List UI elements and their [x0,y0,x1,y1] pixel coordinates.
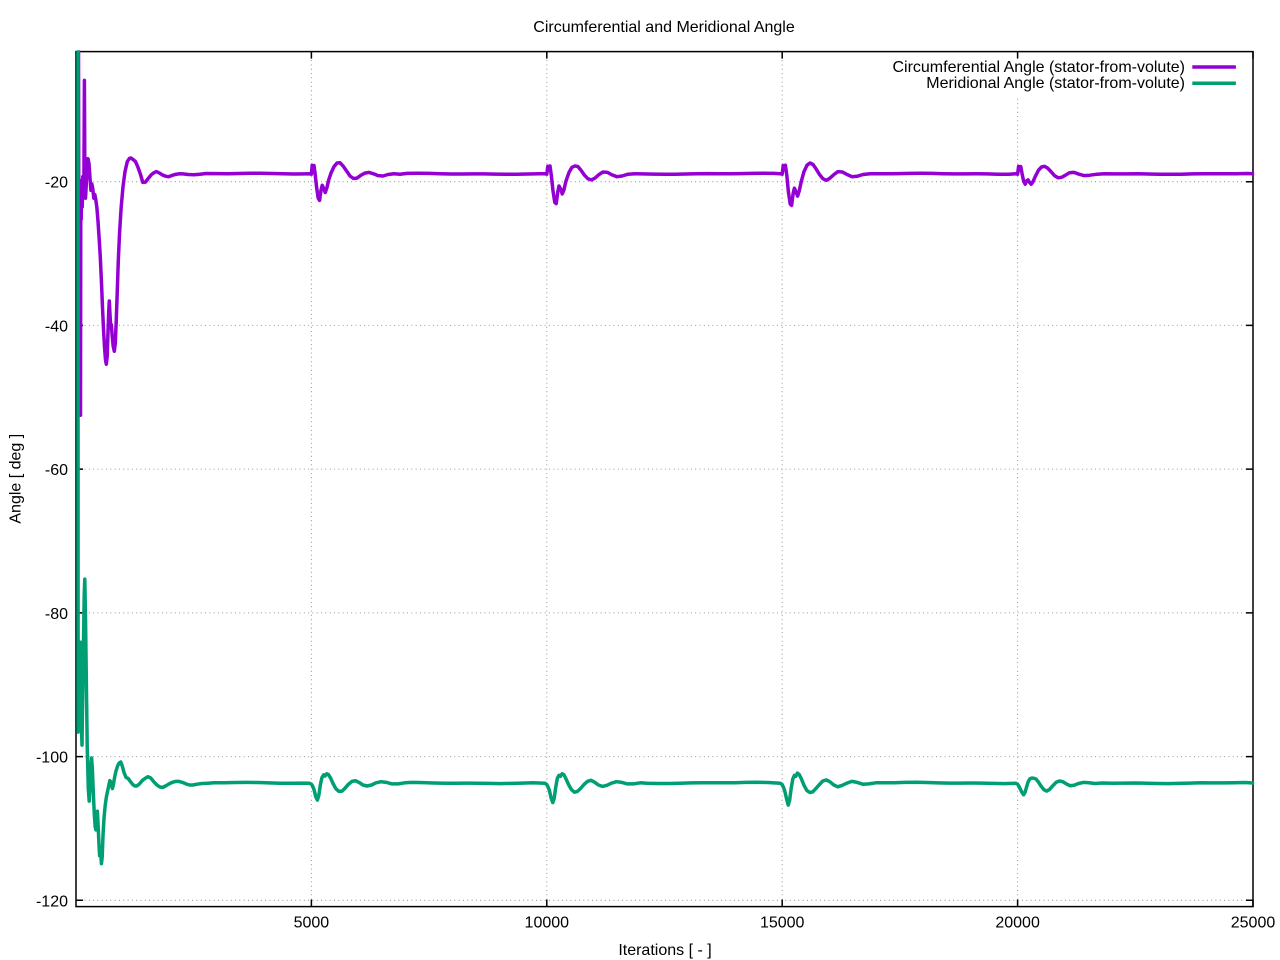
svg-text:25000: 25000 [1231,915,1276,932]
svg-text:-60: -60 [45,462,68,479]
svg-text:5000: 5000 [294,915,330,932]
svg-text:Circumferential Angle (stator-: Circumferential Angle (stator-from-volut… [892,59,1185,76]
svg-text:-40: -40 [45,318,68,335]
svg-text:-100: -100 [36,750,68,767]
svg-text:-80: -80 [45,606,68,623]
svg-text:10000: 10000 [525,915,570,932]
svg-text:20000: 20000 [995,915,1040,932]
svg-text:Angle [ deg ]: Angle [ deg ] [8,434,25,524]
svg-text:15000: 15000 [760,915,805,932]
svg-text:Circumferential and Meridional: Circumferential and Meridional Angle [533,19,795,36]
svg-text:-120: -120 [36,893,68,910]
svg-text:Meridional Angle (stator-from-: Meridional Angle (stator-from-volute) [926,75,1185,92]
svg-text:Iterations [ - ]: Iterations [ - ] [618,942,711,959]
svg-text:-20: -20 [45,175,68,192]
